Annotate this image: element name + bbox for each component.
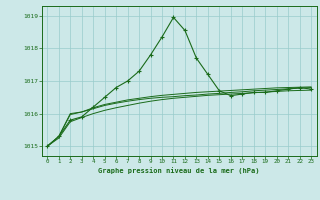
X-axis label: Graphe pression niveau de la mer (hPa): Graphe pression niveau de la mer (hPa) bbox=[99, 167, 260, 174]
